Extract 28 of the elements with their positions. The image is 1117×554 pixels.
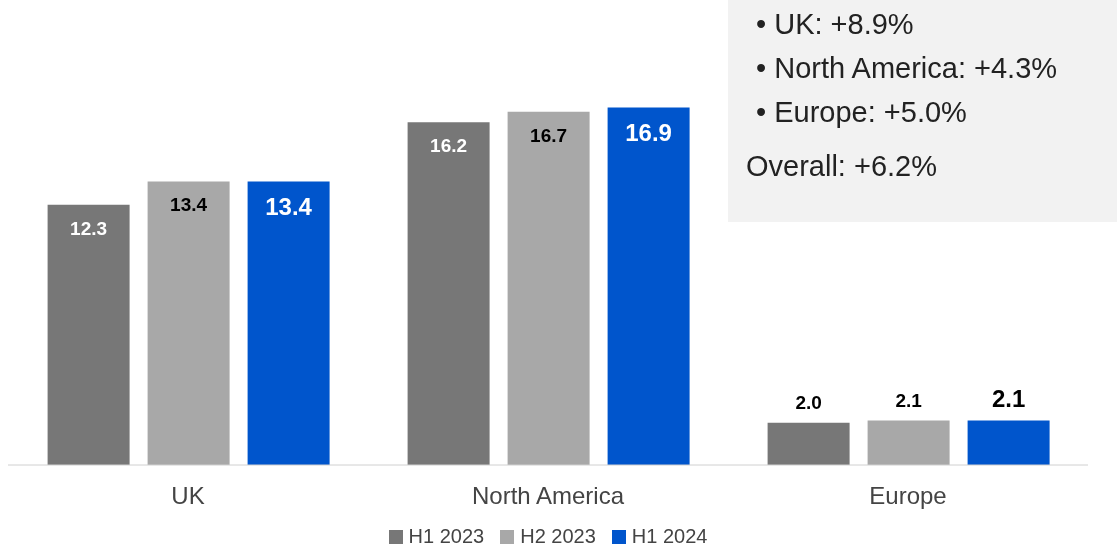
bar	[407, 122, 490, 465]
bar	[247, 181, 330, 465]
x-tick-label: UK	[171, 482, 205, 510]
data-label: 13.4	[265, 193, 313, 221]
annotation: • Europe: +5.0%	[756, 95, 968, 130]
legend-label: H1 2023	[407, 525, 485, 548]
bar	[47, 204, 130, 465]
bar	[967, 420, 1050, 465]
legend-label: H1 2024	[630, 525, 708, 548]
data-label: 16.7	[530, 124, 568, 146]
bar	[767, 422, 850, 465]
data-label: 2.0	[795, 391, 822, 413]
text: • UK: +8.9%	[756, 7, 915, 42]
data-label: 12.3	[70, 217, 108, 239]
data-label: 2.1	[991, 384, 1026, 412]
data-label: 16.9	[625, 119, 672, 147]
legend-label: H2 2023	[519, 525, 596, 548]
text: • North America: +4.3%	[756, 51, 1059, 86]
data-label: 16.2	[430, 135, 468, 157]
data-label: 2.1	[895, 389, 923, 411]
bar	[867, 420, 950, 465]
bar	[507, 111, 590, 465]
bar	[147, 181, 230, 465]
data-label: 13.4	[170, 194, 208, 216]
x-tick-label: Europe	[869, 482, 947, 510]
annotation: Overall: +6.2%	[746, 150, 938, 183]
x-tick-label: North America	[471, 482, 625, 510]
bar	[607, 107, 690, 465]
